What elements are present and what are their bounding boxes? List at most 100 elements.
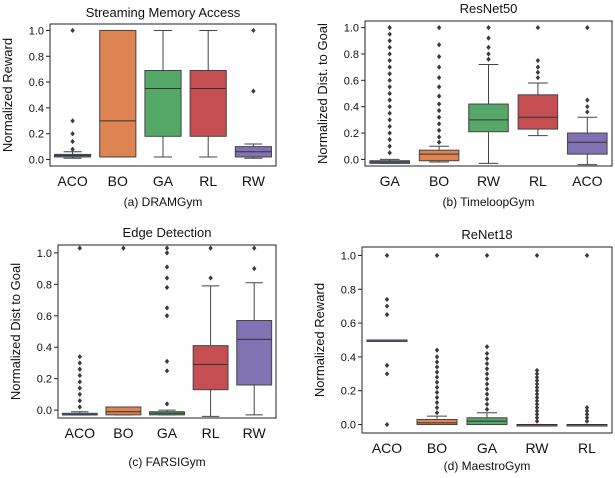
box-ga [144, 29, 182, 158]
outlier-point [584, 418, 590, 424]
outlier-point [436, 42, 442, 48]
outlier-point [77, 398, 82, 404]
outlier-point [584, 415, 590, 421]
outlier-point [436, 127, 442, 134]
outlier-point [484, 381, 490, 387]
box-rl [566, 252, 608, 427]
outlier-point [484, 350, 490, 357]
chart-panel: ResNet50 0.0 0.2 0.4 0.6 0.8 1.0 Normalized Dis… [315, 1, 613, 209]
y-tick-label: 0.8 [37, 279, 52, 291]
box-bo [418, 24, 460, 163]
box-body [567, 132, 608, 155]
outlier-point [387, 110, 392, 116]
y-tick-label: 0.2 [344, 128, 359, 140]
outlier-point [584, 405, 590, 411]
chart-title: ResNet50 [460, 1, 518, 16]
outlier-point [164, 305, 170, 311]
plot-frame [361, 246, 613, 434]
outlier-point [434, 384, 440, 390]
box-body [236, 319, 273, 386]
outlier-point [436, 24, 442, 31]
outlier-point [434, 410, 440, 416]
outlier-point [436, 75, 442, 81]
outlier-point [384, 312, 390, 318]
outlier-point [486, 24, 491, 31]
outlier-point [164, 250, 170, 256]
outlier-point [436, 134, 442, 140]
outlier-point [534, 398, 540, 404]
outlier-point [77, 354, 82, 360]
outlier-point [484, 371, 490, 377]
y-tick-label: 0.6 [341, 318, 356, 330]
outlier-point [387, 38, 392, 44]
outlier-point [436, 121, 442, 127]
outlier-point [77, 366, 82, 372]
outlier-point [387, 137, 392, 143]
outlier-point [585, 97, 590, 103]
outlier-point [534, 252, 540, 259]
x-tick-label: GA [153, 173, 174, 189]
outlier-point [387, 117, 392, 123]
outlier-point [434, 374, 440, 380]
outlier-point [534, 411, 540, 417]
outlier-point [486, 44, 491, 50]
box-rl [192, 245, 229, 417]
outlier-point [387, 84, 392, 90]
y-tick-label: 0.4 [344, 102, 359, 114]
y-tick-label: 1.0 [344, 23, 359, 35]
x-tick-label: RL [202, 425, 220, 441]
outlier-point [387, 44, 392, 50]
outlier-point [387, 51, 392, 57]
box-ga [466, 252, 508, 426]
x-tick-label: ACO [572, 173, 602, 189]
box-rl [517, 24, 559, 137]
y-tick-label: 0.0 [29, 155, 44, 167]
x-tick-label: BO [108, 173, 128, 189]
outlier-point [584, 252, 590, 259]
outlier-point [387, 104, 392, 110]
x-tick-label: RW [525, 440, 549, 456]
box-rl [189, 29, 227, 158]
outlier-point [534, 377, 540, 384]
outlier-point [484, 356, 490, 362]
outlier-point [434, 252, 440, 259]
outlier-point [164, 284, 170, 291]
outlier-point [387, 24, 392, 31]
outlier-point [534, 418, 540, 424]
panel-caption: (d) MaestroGym [444, 459, 531, 473]
y-axis-label: Normalized Dist to Goal [8, 263, 23, 400]
outlier-point [384, 296, 390, 303]
outlier-point [251, 88, 256, 94]
outlier-point [434, 347, 440, 353]
outlier-point [387, 77, 392, 83]
outlier-point [535, 64, 541, 70]
box-body [416, 418, 458, 426]
outlier-point [387, 57, 392, 64]
box-aco [61, 245, 98, 416]
outlier-point [585, 109, 590, 115]
outlier-point [384, 371, 390, 377]
outlier-point [70, 27, 75, 34]
y-tick-label: 0.0 [37, 405, 52, 417]
outlier-point [535, 75, 541, 81]
chart-panel: Streaming Memory Access 0.0 0.2 0.4 0.6 0.8 1.… [0, 5, 277, 209]
outlier-point [387, 123, 392, 130]
outlier-point [534, 381, 540, 387]
outlier-point [384, 303, 390, 309]
outlier-point [77, 245, 82, 251]
outlier-point [484, 252, 490, 259]
outlier-point [208, 245, 213, 251]
outlier-point [164, 401, 170, 407]
y-tick-label: 0.0 [344, 154, 359, 166]
y-axis-label: Normalized Reward [312, 283, 327, 397]
y-tick-label: 0.2 [29, 129, 44, 141]
x-tick-label: ACO [57, 173, 87, 189]
box-body [105, 406, 142, 416]
outlier-point [534, 384, 540, 390]
outlier-point [387, 130, 392, 136]
outlier-point [164, 245, 170, 251]
box-body [99, 29, 137, 158]
outlier-point [534, 367, 540, 374]
y-axis-label: Normalized Reward [0, 38, 15, 152]
box-body [192, 345, 229, 391]
